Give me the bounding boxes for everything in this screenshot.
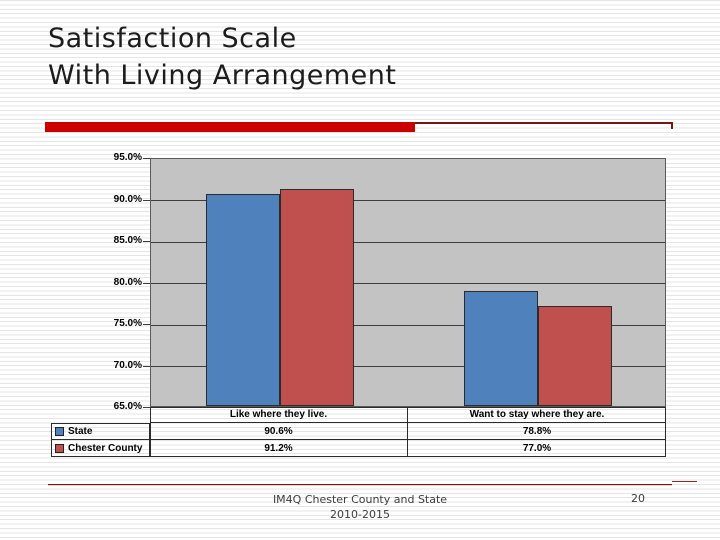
y-gridline [151,283,665,284]
legend-entry-chester-county: Chester County [51,440,150,457]
slide-page-number: 20 [631,492,645,505]
data-table-outline [150,407,666,457]
legend-marker-icon [55,444,64,453]
y-axis-tick-label: 85.0% [113,235,142,246]
table-value-state-cat1: 90.6% [150,423,408,440]
bar-chester-county-cat1 [280,188,354,406]
footer-line-1: IM4Q Chester County and State [272,493,448,506]
chart-plot-area [150,158,666,407]
y-axis-tick-label: 90.0% [113,193,142,205]
y-axis-tick-label: 80.0% [113,276,142,288]
bar-chester-county-cat2 [538,306,612,406]
y-axis-tick-label: 75.0% [113,318,142,329]
title-underline-end-tick [671,122,673,129]
bar-state-cat2 [464,291,538,406]
y-gridline [151,324,665,326]
table-value-chester-county-cat1: 91.2% [150,440,408,457]
table-value-chester-county-cat2: 77.0% [522,443,552,454]
footer-text: IM4Q Chester County and State 2010-2015 [210,492,510,522]
bar-state-cat1 [206,193,280,406]
y-gridline [151,366,665,367]
footer-divider-hook [672,481,697,482]
y-axis-tick-mark [143,407,150,408]
y-axis-tick-label: 65.0% [113,401,142,412]
title-underline-rule [415,122,673,124]
y-axis-tick-mark [143,199,150,201]
legend-series-name: Chester County [68,443,143,454]
y-axis-tick-mark [143,241,150,242]
y-axis-tick-label: 70.0% [113,359,142,371]
category-label: Like where they live. [150,407,408,423]
y-gridline [151,241,665,243]
y-gridline [151,200,665,201]
title-underline-bar [45,122,415,132]
footer-line-2: 2010-2015 [330,508,390,521]
footer-divider-line [48,484,672,485]
title-line-2: With Living Arrangement [48,60,397,91]
y-axis-tick-label: 95.0% [113,152,142,163]
legend-column-outline [51,423,150,457]
y-axis-tick-mark [143,282,150,284]
legend-entry-state: State [51,423,150,440]
category-label: Want to stay where they are. [408,407,666,423]
title-line-1: Satisfaction Scale [48,23,297,54]
y-axis-tick-mark [143,324,150,325]
legend-series-name: State [68,425,93,437]
table-value-state-cat2: 78.8% [408,423,666,440]
y-axis-tick-mark [143,365,150,367]
page-title: Satisfaction Scale With Living Arrangeme… [48,20,668,94]
y-axis-tick-mark [143,158,150,159]
legend-marker-icon [55,426,64,436]
